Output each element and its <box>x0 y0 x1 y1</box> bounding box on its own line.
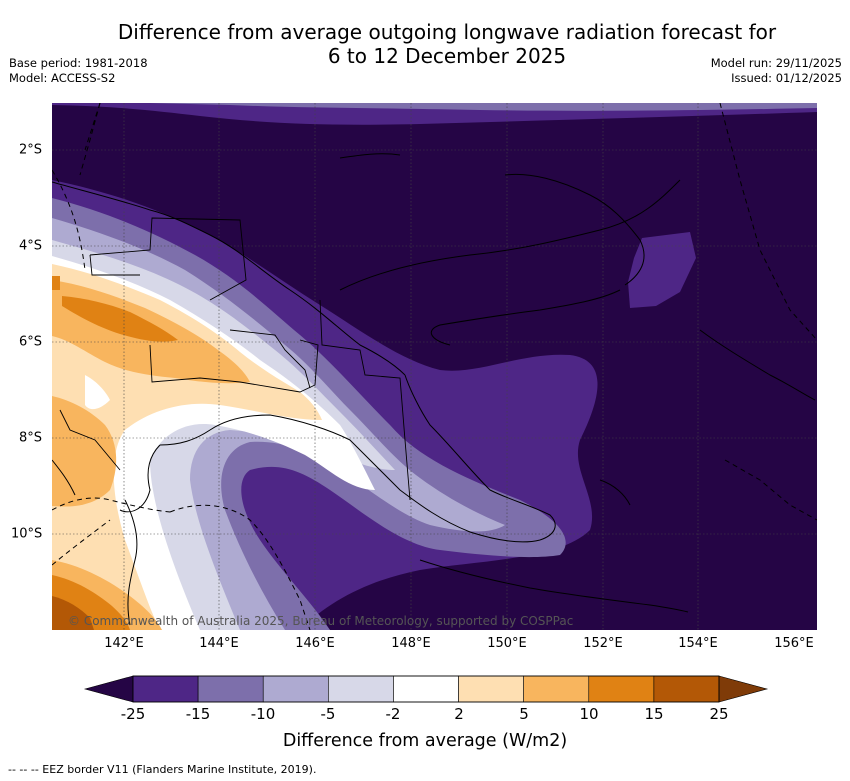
colorbar-title: Difference from average (W/m2) <box>282 731 568 751</box>
cb-tick-7: 10 <box>579 705 599 723</box>
colorbar-cell <box>653 675 720 703</box>
eez-footnote: -- -- -- EEZ border V11 (Flanders Marine… <box>8 763 317 776</box>
meta-left: Base period: 1981-2018 Model: ACCESS-S2 <box>9 56 148 86</box>
issued-date: Issued: 01/12/2025 <box>731 71 842 85</box>
lat-label-4s: 4°S <box>19 238 43 254</box>
lon-label-142: 142°E <box>104 636 144 651</box>
colorbar-cell <box>197 675 264 703</box>
colorbar-cell <box>262 675 329 703</box>
model-name: Model: ACCESS-S2 <box>9 71 116 85</box>
cb-tick-1: -15 <box>185 705 211 723</box>
lat-label-10s: 10°S <box>11 526 43 542</box>
cb-tick-5: 2 <box>454 705 464 723</box>
colorbar <box>83 675 769 703</box>
lat-label-6s: 6°S <box>19 334 43 350</box>
lon-label-144: 144°E <box>199 636 239 651</box>
lon-label-146: 146°E <box>295 636 335 651</box>
cb-tick-2: -10 <box>250 705 276 723</box>
colorbar-cell <box>458 675 524 703</box>
cb-tick-6: 5 <box>519 705 529 723</box>
cb-tick-4: -2 <box>385 705 401 723</box>
cb-tick-9: 25 <box>709 705 729 723</box>
lon-label-152: 152°E <box>583 636 623 651</box>
lon-label-150: 150°E <box>487 636 527 651</box>
meta-right: Model run: 29/11/2025 Issued: 01/12/2025 <box>711 56 842 86</box>
lon-label-148: 148°E <box>391 636 431 651</box>
cb-tick-8: 15 <box>644 705 664 723</box>
cb-tick-3: -5 <box>320 705 336 723</box>
lon-label-156: 156°E <box>774 636 814 651</box>
map-credit: © Commonwealth of Australia 2025, Bureau… <box>68 614 574 628</box>
lon-label-154: 154°E <box>678 636 718 651</box>
colorbar-cell <box>523 675 590 703</box>
lat-label-2s: 2°S <box>19 142 43 158</box>
base-period: Base period: 1981-2018 <box>9 56 148 70</box>
model-run: Model run: 29/11/2025 <box>710 56 842 70</box>
colorbar-cell <box>393 675 459 703</box>
map-title-line1: Difference from average outgoing longwav… <box>117 20 777 44</box>
colorbar-cell <box>588 675 655 703</box>
colorbar-cell <box>132 675 199 703</box>
colorbar-cell <box>328 675 394 703</box>
lat-label-8s: 8°S <box>19 430 43 446</box>
cb-tick-0: -25 <box>120 705 146 723</box>
map-title-line2: 6 to 12 December 2025 <box>327 44 567 68</box>
